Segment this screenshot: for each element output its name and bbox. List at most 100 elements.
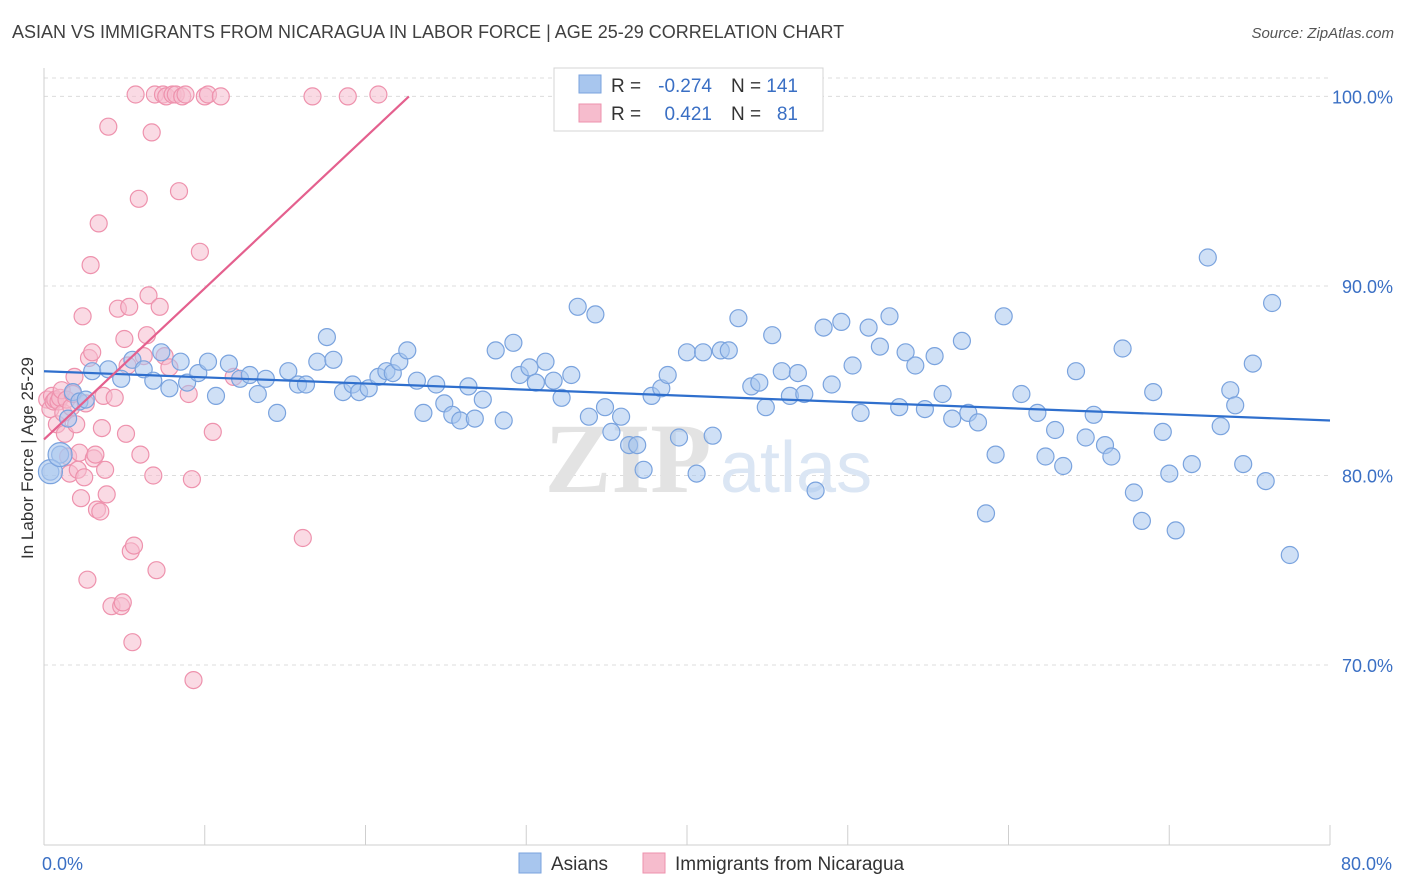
asian-point-131: [1234, 455, 1253, 474]
trend-lines: [43, 95, 1331, 441]
asian-point-large-1: [47, 442, 73, 468]
asian-point-132: [1243, 354, 1262, 373]
asian-point-2: [58, 409, 78, 428]
asian-point-81: [756, 398, 775, 417]
asian-point-21: [240, 365, 259, 385]
asian-point-61: [586, 305, 605, 324]
nicaragua-point-43: [115, 329, 134, 349]
asian-point-13: [160, 379, 179, 398]
asian-point-50: [494, 411, 513, 430]
stats-r-label-asians: R =: [611, 76, 641, 97]
nicaragua-point-67: [169, 182, 189, 201]
nicaragua-point-32: [91, 502, 110, 521]
stats-swatch-asians: [578, 74, 602, 94]
asian-point-53: [520, 358, 539, 377]
y-tick-label-1: 90.0%: [1342, 277, 1393, 297]
nicaragua-point-52: [131, 445, 150, 464]
nicaragua-point-57: [144, 466, 163, 485]
asian-point-121: [1132, 511, 1152, 531]
asian-point-91: [843, 356, 862, 375]
asian-point-133: [1256, 472, 1275, 491]
asian-point-66: [628, 436, 647, 455]
asian-point-115: [1076, 428, 1095, 447]
asian-point-124: [1160, 464, 1179, 483]
nicaragua-point-39: [105, 388, 124, 407]
asian-point-87: [806, 481, 825, 500]
stats-r-value-asians: -0.274: [658, 76, 712, 97]
asian-point-85: [788, 364, 808, 383]
nicaragua-points: [38, 85, 388, 690]
nicaragua-point-55: [139, 286, 158, 305]
asian-point-113: [1054, 456, 1073, 476]
asian-point-82: [763, 326, 782, 345]
asian-point-83: [772, 362, 791, 381]
nicaragua-point-80: [303, 87, 322, 106]
asian-point-96: [890, 398, 909, 417]
nicaragua-point-24: [78, 570, 97, 589]
nicaragua-point-81: [338, 87, 357, 106]
nicaragua-point-72: [184, 670, 203, 690]
asian-point-80: [750, 373, 769, 392]
asian-point-98: [906, 356, 925, 375]
nicaragua-point-82: [369, 85, 388, 104]
legend-label-asians[interactable]: Asians: [551, 854, 608, 875]
stats-r-label-nicaragua: R =: [611, 104, 641, 125]
nicaragua-point-27: [83, 343, 102, 362]
nicaragua-point-44: [116, 424, 136, 443]
asian-point-57: [552, 388, 571, 407]
asian-point-89: [822, 375, 841, 394]
asian-point-110: [1028, 403, 1047, 422]
nicaragua-point-76: [203, 422, 222, 441]
asian-point-103: [952, 331, 972, 350]
nicaragua-point-35: [95, 460, 115, 479]
axes: [43, 68, 1331, 846]
asian-point-39: [398, 341, 417, 360]
nicaragua-point-79: [293, 528, 312, 548]
asian-point-129: [1221, 381, 1240, 400]
asian-point-30: [324, 350, 343, 369]
asian-point-56: [544, 371, 563, 390]
asian-point-118: [1102, 447, 1121, 466]
asian-point-119: [1113, 339, 1132, 358]
asian-point-48: [473, 390, 492, 409]
nicaragua-point-42: [113, 593, 132, 612]
asian-point-90: [832, 312, 851, 331]
asian-point-108: [994, 307, 1013, 326]
asian-point-72: [677, 343, 697, 362]
asian-point-71: [669, 428, 689, 447]
asian-point-100: [925, 347, 944, 366]
asian-point-106: [976, 504, 996, 523]
asian-point-28: [308, 352, 327, 371]
asian-point-62: [595, 398, 615, 417]
asian-point-77: [719, 341, 738, 360]
nicaragua-point-60: [150, 297, 169, 316]
asian-point-51: [504, 333, 523, 352]
asian-point-135: [1280, 545, 1299, 565]
nicaragua-point-69: [176, 85, 195, 104]
legend-label-nicaragua[interactable]: Immigrants from Nicaragua: [675, 854, 905, 875]
asian-point-107: [986, 445, 1005, 464]
asian-point-60: [579, 407, 599, 426]
watermark-atlas: atlas: [720, 428, 872, 508]
legend-swatch-nicaragua[interactable]: [642, 852, 666, 874]
nicaragua-point-16: [65, 367, 84, 386]
nicaragua-point-71: [182, 470, 201, 489]
legend-swatch-asians[interactable]: [518, 852, 542, 874]
asian-point-47: [465, 409, 484, 428]
stats-r-value-nicaragua: 0.421: [664, 104, 712, 125]
nicaragua-point-48: [123, 633, 142, 652]
asian-point-74: [693, 343, 713, 362]
asian-point-59: [568, 297, 587, 316]
asian-point-27: [296, 375, 316, 394]
asian-point-75: [703, 426, 722, 445]
asian-point-64: [611, 407, 631, 426]
stats-n-label-nicaragua: N =: [731, 104, 761, 125]
nicaragua-point-77: [211, 87, 230, 106]
nicaragua-point-51: [129, 189, 148, 208]
asian-point-29: [317, 328, 336, 347]
nicaragua-point-37: [99, 117, 118, 136]
asian-point-111: [1036, 447, 1055, 466]
nicaragua-point-22: [75, 468, 94, 487]
nicaragua-point-20: [71, 489, 91, 508]
